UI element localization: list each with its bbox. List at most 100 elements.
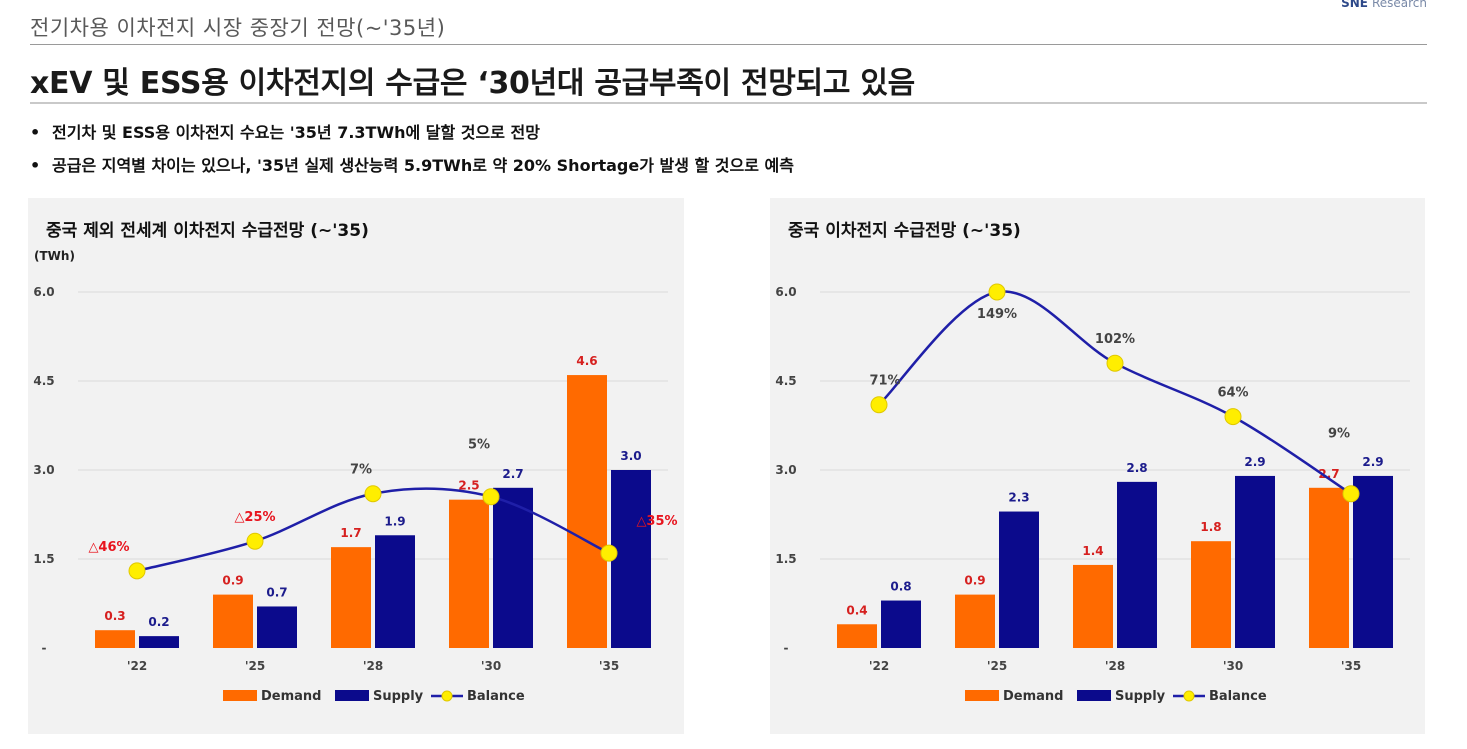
demand-value-label: 1.8: [1200, 520, 1221, 534]
supply-value-label: 2.3: [1008, 491, 1029, 505]
supply-value-label: 2.8: [1126, 461, 1147, 475]
y-unit-label: (TWh): [34, 249, 75, 263]
balance-value-label: 149%: [977, 307, 1017, 322]
balance-value-label: △46%: [88, 540, 129, 555]
demand-bar: [95, 630, 135, 648]
chart-panel-china: 중국 이차전지 수급전망 (~'35) - 1.5 3.0 4.5 6.0 0.4 0.8 '…: [770, 198, 1425, 734]
balance-value-label: △25%: [234, 510, 275, 525]
bullet-dot: •: [30, 156, 41, 175]
demand-bar: [955, 594, 995, 648]
balance-point: [246, 532, 264, 550]
y-tick-label: 1.5: [33, 552, 54, 566]
logo-subtext: Research: [1371, 0, 1427, 10]
bullet-item: • 전기차 및 ESS용 이차전지 수요는 '35년 7.3TWh에 달할 것으로…: [30, 116, 794, 149]
balance-value-label: 7%: [350, 463, 372, 478]
supply-value-label: 0.2: [148, 615, 169, 629]
x-tick-label: '25: [987, 659, 1007, 673]
legend-balance-dot: [1183, 690, 1195, 702]
bullet-text: 공급은 지역별 차이는 있으나, '35년 실제 생산능력 5.9TWh로 약 …: [52, 156, 794, 175]
chart-title: 중국 이차전지 수급전망 (~'35): [788, 221, 1021, 241]
chart-title: 중국 제외 전세계 이차전지 수급전망 (~'35): [46, 221, 369, 241]
balance-point: [600, 544, 618, 562]
demand-bar: [567, 375, 607, 648]
balance-point: [482, 488, 500, 506]
balance-value-label: 64%: [1217, 386, 1248, 401]
supply-bar: [1353, 475, 1393, 648]
y-tick-label: -: [784, 641, 789, 655]
x-tick-label: '22: [127, 659, 147, 673]
balance-line: [878, 290, 1352, 495]
demand-bar: [1191, 541, 1231, 648]
legend-supply-swatch: [1077, 690, 1111, 701]
supply-bar: [375, 535, 415, 648]
y-tick-label: 4.5: [775, 374, 796, 388]
legend-supply-label: Supply: [373, 689, 424, 704]
y-tick-label: 1.5: [775, 552, 796, 566]
supply-bar: [881, 600, 921, 648]
x-tick-label: '30: [1223, 659, 1243, 673]
balance-value-label: 5%: [468, 438, 490, 453]
balance-point: [988, 283, 1006, 301]
supply-bar: [139, 636, 179, 648]
x-tick-label: '25: [245, 659, 265, 673]
demand-value-label: 1.4: [1082, 544, 1103, 558]
balance-point: [128, 562, 146, 580]
x-tick-label: '22: [869, 659, 889, 673]
chart-global-ex-china: (TWh) - 1.5 3.0 4.5 6.0 0.3 0.2 '22 0.9 0.7 '25 1.7 1…: [33, 249, 677, 704]
bullet-dot: •: [30, 123, 41, 142]
x-tick-label: '35: [1341, 659, 1361, 673]
y-tick-label: 4.5: [33, 374, 54, 388]
supply-value-label: 0.7: [266, 585, 287, 599]
supply-bar: [1117, 481, 1157, 648]
chart-panel-global-ex-china: 중국 제외 전세계 이차전지 수급전망 (~'35) (TWh) - 1.5 3.0 4…: [28, 198, 684, 734]
supply-bar: [999, 511, 1039, 648]
demand-value-label: 2.5: [458, 479, 479, 493]
y-tick-label: 6.0: [775, 285, 796, 299]
legend-demand-swatch: [965, 690, 999, 701]
demand-bar: [449, 499, 489, 648]
supply-value-label: 2.7: [502, 467, 523, 481]
legend-balance-label: Balance: [1209, 689, 1267, 704]
demand-value-label: 0.9: [964, 574, 985, 588]
balance-point: [870, 396, 888, 414]
top-divider: [30, 44, 1427, 45]
legend-supply-label: Supply: [1115, 689, 1166, 704]
summary-bullets: • 전기차 및 ESS용 이차전지 수요는 '35년 7.3TWh에 달할 것으로…: [30, 116, 794, 182]
balance-value-label: 102%: [1095, 332, 1135, 347]
balance-value-label: 9%: [1328, 427, 1350, 442]
balance-value-label: △35%: [636, 514, 677, 529]
x-tick-label: '28: [1105, 659, 1125, 673]
balance-point: [1224, 408, 1242, 426]
y-tick-label: 3.0: [775, 463, 796, 477]
supply-bar: [493, 487, 533, 648]
balance-point: [1106, 354, 1124, 372]
page-subtitle: 전기차용 이차전지 시장 중장기 전망(~'35년): [30, 16, 446, 40]
demand-value-label: 1.7: [340, 526, 361, 540]
legend-demand-label: Demand: [1003, 689, 1064, 704]
balance-point: [1342, 485, 1360, 503]
demand-value-label: 2.7: [1318, 467, 1339, 481]
x-tick-label: '28: [363, 659, 383, 673]
demand-bar: [331, 547, 371, 648]
bullet-text: 전기차 및 ESS용 이차전지 수요는 '35년 7.3TWh에 달할 것으로 …: [52, 123, 540, 142]
y-tick-label: 6.0: [33, 285, 54, 299]
demand-value-label: 4.6: [576, 354, 597, 368]
supply-value-label: 2.9: [1362, 455, 1383, 469]
demand-bar: [1309, 487, 1349, 648]
supply-bar: [257, 606, 297, 648]
chart-china: - 1.5 3.0 4.5 6.0 0.4 0.8 '22 0.9 2.3 '25 1.4 2.8 '28…: [775, 283, 1410, 704]
demand-bar: [213, 594, 253, 648]
bullet-item: • 공급은 지역별 차이는 있으나, '35년 실제 생산능력 5.9TWh로 약…: [30, 149, 794, 182]
demand-value-label: 0.9: [222, 574, 243, 588]
x-tick-label: '30: [481, 659, 501, 673]
balance-point: [364, 485, 382, 503]
supply-value-label: 2.9: [1244, 455, 1265, 469]
supply-value-label: 3.0: [620, 449, 641, 463]
demand-bar: [837, 624, 877, 648]
y-tick-label: 3.0: [33, 463, 54, 477]
legend-balance-dot: [441, 690, 453, 702]
legend-demand-label: Demand: [261, 689, 322, 704]
y-tick-label: -: [42, 641, 47, 655]
page-headline: xEV 및 ESS용 이차전지의 수급은 ‘30년대 공급부족이 전망되고 있음: [30, 66, 915, 101]
legend-supply-swatch: [335, 690, 369, 701]
